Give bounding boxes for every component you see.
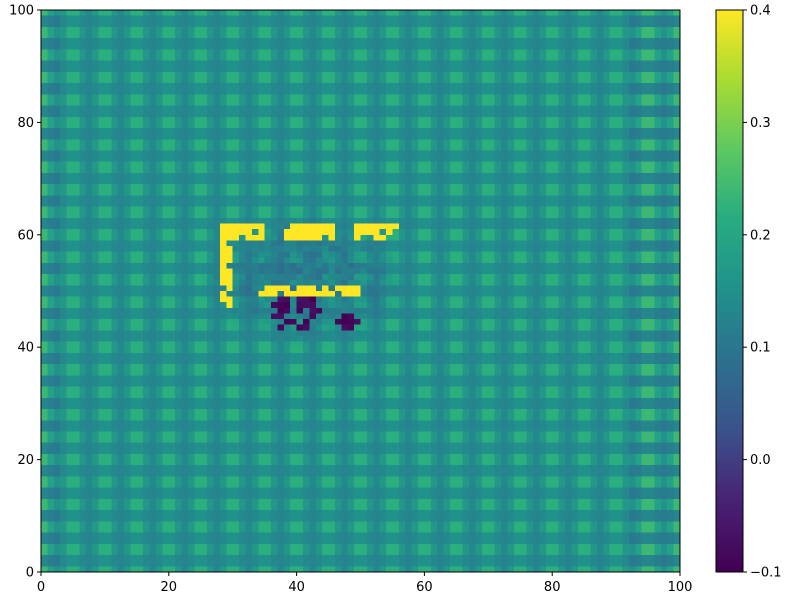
colorbar-tick-label: 0.0 [750,453,771,468]
x-tick-label: 100 [668,580,693,595]
colorbar-tick-label: −0.1 [750,566,782,581]
plot-frame [40,9,681,573]
y-axis: 0 20 40 60 80 100 [9,4,41,581]
colorbar-tick-label: 0.2 [750,228,771,243]
y-tick-label: 0 [26,566,34,581]
y-tick-label: 40 [17,341,34,356]
y-tick-label: 60 [17,228,34,243]
x-tick-label: 20 [161,580,178,595]
x-tick-label: 60 [416,580,433,595]
x-tick-label: 40 [288,580,305,595]
y-tick-label: 20 [17,453,34,468]
colorbar-axis: −0.1 0.0 0.1 0.2 0.3 0.4 [743,4,782,581]
y-tick-label: 80 [17,116,34,131]
heatmap-image [41,10,680,572]
colorbar-tick-label: 0.4 [750,4,771,19]
x-tick-label: 0 [37,580,45,595]
x-axis: 0 20 40 60 80 100 [37,572,693,595]
colorbar-gradient [716,10,743,572]
colorbar-tick-label: 0.1 [750,341,771,356]
y-tick-label: 100 [9,4,34,19]
colorbar-tick-label: 0.3 [750,116,771,131]
colorbar-frame [715,9,744,573]
x-tick-label: 80 [544,580,561,595]
